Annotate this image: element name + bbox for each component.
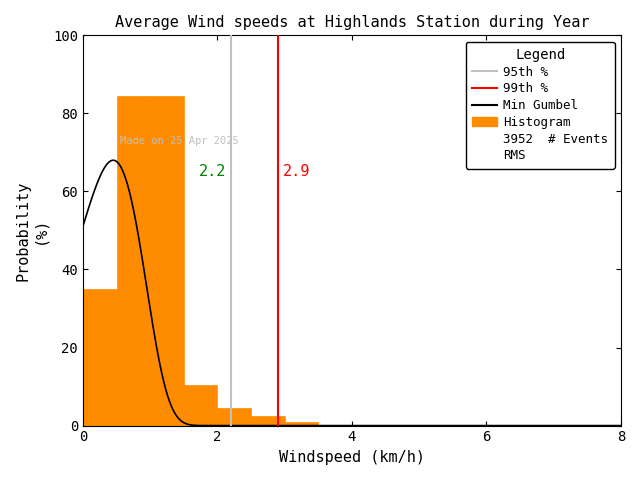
- Text: 2.9: 2.9: [283, 165, 310, 180]
- Bar: [318, 425, 352, 426]
- Bar: [251, 416, 285, 426]
- Text: 2.2: 2.2: [199, 165, 226, 180]
- Bar: [285, 422, 318, 426]
- Bar: [184, 384, 218, 426]
- Bar: [83, 289, 116, 426]
- Bar: [116, 96, 150, 426]
- Y-axis label: Probability
(%): Probability (%): [15, 180, 47, 281]
- Legend: 95th %, 99th %, Min Gumbel, Histogram, 3952  # Events, RMS: 95th %, 99th %, Min Gumbel, Histogram, 3…: [466, 42, 614, 168]
- X-axis label: Windspeed (km/h): Windspeed (km/h): [279, 450, 425, 465]
- Text: Made on 25 Apr 2025: Made on 25 Apr 2025: [120, 136, 239, 146]
- Bar: [150, 96, 184, 426]
- Bar: [218, 408, 251, 426]
- Title: Average Wind speeds at Highlands Station during Year: Average Wind speeds at Highlands Station…: [115, 15, 589, 30]
